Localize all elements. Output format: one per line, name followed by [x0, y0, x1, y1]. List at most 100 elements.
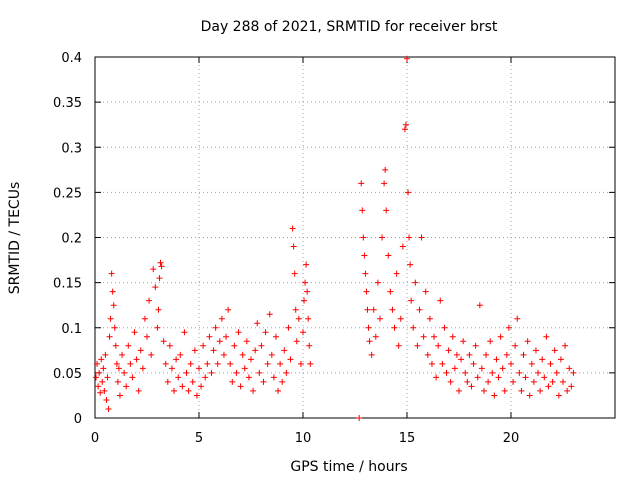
data-point: [545, 383, 552, 390]
data-point: [401, 126, 408, 133]
data-point: [157, 259, 164, 266]
data-point: [162, 360, 169, 367]
data-point: [456, 387, 462, 394]
data-point: [537, 387, 544, 394]
data-points: [93, 55, 577, 421]
data-point: [376, 315, 383, 322]
data-point: [485, 378, 492, 385]
data-point: [424, 351, 431, 358]
data-point: [183, 369, 190, 376]
data-point: [393, 270, 400, 277]
data-point: [518, 387, 525, 394]
data-point: [364, 306, 371, 313]
data-point: [526, 392, 533, 399]
y-tick-label: 0.05: [53, 367, 82, 382]
data-point: [358, 180, 365, 187]
data-point: [198, 383, 205, 390]
data-point: [166, 342, 173, 349]
data-point: [155, 306, 162, 313]
data-point: [243, 338, 250, 345]
data-point: [560, 378, 566, 385]
data-point: [547, 360, 554, 367]
data-point: [110, 302, 117, 309]
data-point: [154, 324, 161, 331]
data-point: [306, 342, 313, 349]
data-point: [95, 383, 102, 390]
data-point: [125, 342, 132, 349]
data-point: [480, 387, 487, 394]
data-point: [301, 297, 308, 304]
data-point: [208, 369, 215, 376]
data-point: [164, 378, 171, 385]
x-tick-label: 15: [399, 431, 416, 446]
x-tick-label: 5: [195, 431, 203, 446]
data-point: [363, 288, 370, 295]
data-point: [191, 347, 198, 354]
data-point: [530, 378, 537, 385]
data-point: [365, 324, 372, 331]
data-point: [372, 333, 379, 340]
data-point: [383, 207, 390, 214]
data-point: [277, 360, 284, 367]
data-point: [381, 180, 388, 187]
data-point: [112, 342, 119, 349]
data-point: [196, 365, 202, 372]
data-point: [562, 342, 569, 349]
data-point: [227, 360, 234, 367]
data-point: [275, 387, 282, 394]
y-tick-label: 0.3: [61, 141, 82, 156]
data-point: [202, 374, 209, 381]
data-point: [491, 392, 498, 399]
data-point: [426, 315, 433, 322]
data-point: [233, 369, 240, 376]
y-tick-label: 0.15: [53, 277, 82, 292]
data-point: [98, 356, 105, 363]
data-point: [443, 369, 450, 376]
data-point: [141, 315, 148, 322]
data-point: [270, 374, 277, 381]
data-point: [250, 387, 257, 394]
data-point: [150, 266, 157, 273]
data-point: [385, 252, 392, 259]
x-tick-label: 10: [295, 431, 312, 446]
data-point: [133, 356, 140, 363]
data-point: [287, 356, 294, 363]
data-point: [557, 356, 564, 363]
data-point: [177, 351, 184, 358]
data-point: [231, 342, 238, 349]
data-point: [405, 189, 412, 196]
data-point: [445, 347, 452, 354]
data-point: [478, 365, 485, 372]
data-point: [362, 270, 369, 277]
x-axis-label: GPS time / hours: [290, 459, 407, 475]
data-point: [483, 351, 490, 358]
data-point: [439, 360, 446, 367]
data-point: [279, 378, 286, 385]
data-point: [187, 360, 194, 367]
data-point: [520, 351, 527, 358]
data-point: [489, 369, 496, 376]
data-point: [416, 306, 423, 313]
data-point: [379, 234, 386, 241]
data-point: [185, 387, 192, 394]
data-point: [508, 360, 514, 367]
x-tick-label: 0: [91, 431, 99, 446]
data-point: [408, 297, 415, 304]
data-point: [102, 351, 109, 358]
data-point: [407, 261, 414, 268]
data-point: [248, 356, 254, 363]
data-point: [501, 387, 508, 394]
data-point: [245, 374, 252, 381]
data-point: [295, 315, 302, 322]
data-point: [366, 338, 373, 345]
data-point: [148, 351, 155, 358]
data-point: [293, 338, 300, 345]
data-point: [289, 225, 296, 232]
data-point: [123, 383, 130, 390]
data-point: [402, 121, 409, 128]
data-point: [223, 333, 230, 340]
data-point: [108, 270, 115, 277]
data-point: [252, 347, 259, 354]
data-point: [107, 315, 114, 322]
data-point: [514, 315, 521, 322]
